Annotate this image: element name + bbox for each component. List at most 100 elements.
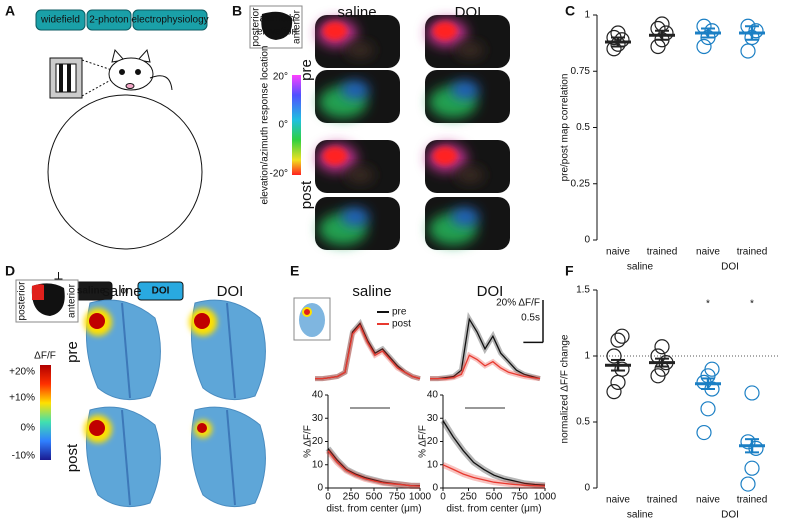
- inset-b: [249, 5, 303, 175]
- x-axis-label: dist. from center (μm): [446, 504, 541, 515]
- panel-letter: F: [565, 263, 574, 279]
- colorbar-tick: +10%: [9, 393, 35, 404]
- map-spot: [89, 420, 105, 436]
- colorbar-tick: 0%: [21, 423, 36, 434]
- drug-label: DOI: [152, 286, 170, 297]
- x-tick-label: 250: [460, 492, 477, 503]
- data-point: [744, 385, 760, 401]
- data-point: [610, 374, 626, 390]
- retinotopic-map: [315, 197, 400, 250]
- y-tick-label: 20: [427, 436, 439, 447]
- map-blob: [456, 167, 484, 183]
- activity-map: [84, 299, 161, 401]
- inset-label: elevation: [257, 27, 297, 38]
- inset-label: anterior: [67, 283, 78, 318]
- map-spot: [197, 423, 207, 433]
- y-tick-label: 0: [432, 483, 438, 494]
- x-tick-label: 0: [440, 492, 446, 503]
- data-point: [696, 424, 712, 441]
- activity-map: [190, 406, 266, 508]
- data-point: [704, 361, 720, 377]
- colorbar-tick: 0°: [278, 120, 288, 131]
- map-midline: [121, 409, 131, 506]
- row-title: pre: [298, 59, 315, 81]
- y-tick-label: 40: [427, 390, 439, 401]
- panel-letter: E: [290, 263, 299, 279]
- y-axis-label: % ΔF/F: [303, 425, 314, 458]
- colorbar-tick: +20%: [9, 367, 35, 378]
- column-title: saline: [352, 283, 391, 300]
- x-tick-label: trained: [647, 247, 678, 258]
- data-point: [740, 434, 756, 450]
- panel-letter: D: [5, 263, 15, 279]
- y-tick-label: 1: [584, 351, 590, 362]
- y-tick-label: 10: [312, 459, 324, 470]
- data-point: [654, 339, 670, 355]
- method-label: electrophysiology: [131, 15, 208, 26]
- colorbar-label: ΔF/F: [34, 351, 56, 362]
- map-midline: [226, 409, 236, 506]
- group-label: DOI: [721, 510, 739, 518]
- legend-label: pre: [392, 307, 407, 318]
- retinotopic-map: [425, 197, 510, 250]
- inset-d: [15, 279, 79, 460]
- data-point: [744, 460, 760, 476]
- data-point: [740, 476, 756, 492]
- x-tick-label: 1000: [534, 492, 557, 503]
- trace-line: [430, 354, 541, 380]
- column-title: DOI: [217, 283, 244, 300]
- drug-label: saline: [77, 286, 106, 297]
- colorbar-tick: 20°: [273, 72, 288, 83]
- scale-bar-label: 0.5s: [521, 313, 540, 324]
- map-midline: [226, 302, 236, 399]
- data-point: [748, 23, 764, 39]
- map-blob: [451, 81, 479, 99]
- column-title: saline: [337, 4, 376, 21]
- y-tick-label: 1.5: [576, 285, 590, 296]
- line: [442, 420, 546, 486]
- data-point: [610, 332, 626, 348]
- map-blob: [346, 42, 374, 58]
- panel-letter: C: [565, 3, 575, 19]
- mouse-setup: [47, 48, 203, 308]
- inset-label: posterior: [17, 281, 28, 321]
- colorbar-b: [292, 75, 301, 175]
- y-tick-label: 0: [584, 483, 590, 494]
- row-title: post: [64, 443, 81, 472]
- panel-letter: B: [232, 3, 242, 19]
- retinotopic-map: [315, 140, 400, 193]
- row-title: pre: [64, 341, 81, 363]
- y-tick-label: 0.5: [576, 417, 590, 428]
- trace-line: [430, 317, 541, 380]
- legend-label: post: [392, 319, 411, 330]
- data-point: [700, 401, 716, 417]
- x-tick-label: 250: [343, 492, 360, 503]
- y-tick-label: 30: [427, 413, 439, 424]
- y-tick-label: 0.5: [576, 122, 590, 133]
- significance: *: [750, 299, 754, 310]
- method-label: widefield: [40, 15, 80, 26]
- significance: *: [706, 299, 710, 310]
- x-tick-label: naive: [606, 247, 630, 258]
- x-tick-label: naive: [606, 495, 630, 506]
- activity-map: [84, 406, 161, 508]
- colorbar-label: elevation/azimuth response location: [260, 46, 271, 205]
- y-tick-label: 0.75: [571, 66, 591, 77]
- drug-label: or: [121, 286, 131, 297]
- retinotopic-map: [425, 140, 510, 193]
- y-tick-label: 0: [584, 235, 590, 246]
- y-tick-label: 0: [317, 483, 323, 494]
- panel-letter: A: [5, 3, 15, 19]
- row-title: post: [298, 180, 315, 209]
- y-tick-label: 1: [584, 10, 590, 21]
- x-tick-label: 750: [389, 492, 406, 503]
- y-tick-label: 40: [312, 390, 324, 401]
- y-axis-label: pre/post map correlation: [560, 74, 571, 182]
- map-blob: [433, 22, 457, 40]
- retinotopic-map: [425, 15, 510, 68]
- line: [442, 464, 546, 487]
- colorbar-d: [40, 365, 51, 460]
- x-tick-label: 750: [511, 492, 528, 503]
- trace-band: [315, 321, 421, 382]
- group-label: saline: [627, 510, 654, 518]
